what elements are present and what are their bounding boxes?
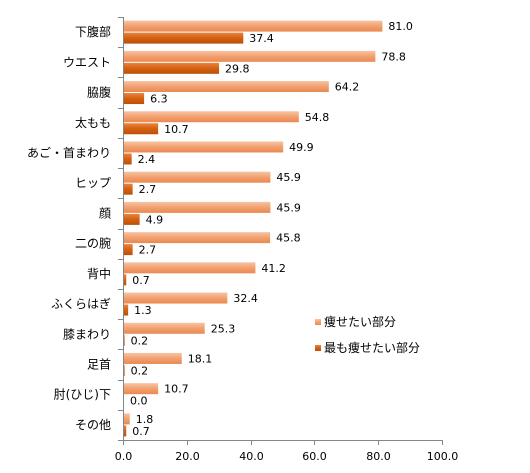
bar-want-slimmer bbox=[124, 171, 271, 183]
data-label: 78.8 bbox=[381, 50, 406, 63]
bar-most-want-slimmer bbox=[124, 334, 125, 346]
x-tick-label: 100.0 bbox=[427, 450, 459, 463]
data-label: 64.2 bbox=[335, 81, 360, 94]
bar-want-slimmer bbox=[124, 141, 284, 153]
bar-most-want-slimmer bbox=[124, 244, 133, 256]
bar-most-want-slimmer bbox=[124, 364, 125, 376]
x-tick-label: 0.0 bbox=[115, 450, 133, 463]
data-label: 37.4 bbox=[249, 32, 274, 45]
category-label: 二の腕 bbox=[75, 236, 111, 251]
bar-want-slimmer bbox=[124, 20, 383, 32]
data-label: 0.0 bbox=[130, 395, 148, 408]
data-label: 2.7 bbox=[139, 244, 157, 257]
data-label: 2.7 bbox=[139, 183, 157, 196]
data-label: 2.4 bbox=[138, 153, 156, 166]
bar-want-slimmer bbox=[124, 322, 205, 334]
category-label: 脇腹 bbox=[87, 86, 111, 100]
data-label: 4.9 bbox=[146, 213, 164, 226]
x-tick-label: 40.0 bbox=[239, 450, 264, 463]
data-label: 10.7 bbox=[164, 383, 189, 396]
category-label: ウエスト bbox=[63, 55, 111, 69]
bar-want-slimmer bbox=[124, 81, 329, 93]
data-label: 6.3 bbox=[150, 93, 168, 106]
category-label: あご・首まわり bbox=[27, 145, 111, 160]
legend-label: 最も痩せたい部分 bbox=[324, 340, 420, 355]
legend-swatch bbox=[315, 345, 321, 351]
data-label: 0.7 bbox=[132, 274, 150, 287]
bars: 81.0 37.4 78.8 29.8 64.2 6.3 54.8 10.7 49.9 2.4 45… bbox=[124, 20, 413, 438]
bar-most-want-slimmer bbox=[124, 93, 145, 105]
bar-want-slimmer bbox=[124, 383, 159, 395]
category-label: 足首 bbox=[87, 357, 111, 371]
bar-most-want-slimmer bbox=[124, 425, 127, 437]
data-label: 1.3 bbox=[134, 304, 152, 317]
x-tick-label: 20.0 bbox=[175, 450, 200, 463]
data-label: 18.1 bbox=[188, 352, 213, 365]
bar-want-slimmer bbox=[124, 232, 271, 244]
axes: 0.0 20.0 40.0 60.0 80.0 100.0 下腹部ウエスト脇腹太ももあご・首… bbox=[27, 17, 458, 463]
bar-most-want-slimmer bbox=[124, 304, 129, 316]
category-label: 肘(ひじ)下 bbox=[54, 387, 111, 402]
data-label: 0.2 bbox=[131, 334, 149, 347]
bar-want-slimmer bbox=[124, 201, 271, 213]
data-label: 45.9 bbox=[276, 171, 301, 184]
data-label: 1.8 bbox=[136, 413, 154, 426]
bar-want-slimmer bbox=[124, 111, 299, 123]
data-label: 45.8 bbox=[276, 232, 301, 245]
bar-most-want-slimmer bbox=[124, 32, 244, 44]
category-label: 膝まわり bbox=[63, 327, 111, 341]
bar-most-want-slimmer bbox=[124, 213, 140, 225]
bar-want-slimmer bbox=[124, 50, 376, 62]
data-label: 49.9 bbox=[289, 141, 314, 154]
category-label: 顔 bbox=[99, 205, 111, 220]
category-label: その他 bbox=[75, 418, 111, 432]
data-label: 0.2 bbox=[131, 364, 149, 377]
x-tick-label: 60.0 bbox=[302, 450, 327, 463]
bar-most-want-slimmer bbox=[124, 123, 159, 135]
category-label: ヒップ bbox=[75, 176, 111, 190]
data-label: 45.9 bbox=[276, 201, 301, 214]
data-label: 29.8 bbox=[225, 62, 250, 75]
legend-swatch bbox=[315, 319, 321, 325]
category-label: ふくらはぎ bbox=[51, 297, 111, 311]
bar-most-want-slimmer bbox=[124, 153, 132, 165]
category-label: 太もも bbox=[75, 115, 111, 130]
data-label: 25.3 bbox=[211, 322, 236, 335]
category-label: 下腹部 bbox=[75, 24, 111, 39]
bar-want-slimmer bbox=[124, 262, 256, 274]
data-label: 10.7 bbox=[164, 123, 189, 136]
x-tick-label: 80.0 bbox=[366, 450, 391, 463]
data-label: 54.8 bbox=[305, 111, 330, 124]
data-label: 0.7 bbox=[132, 425, 150, 438]
bar-want-slimmer bbox=[124, 352, 182, 364]
bar-want-slimmer bbox=[124, 413, 130, 425]
bar-most-want-slimmer bbox=[124, 62, 220, 74]
data-label: 32.4 bbox=[233, 292, 258, 305]
legend-label: 痩せたい部分 bbox=[324, 314, 396, 329]
bar-most-want-slimmer bbox=[124, 183, 133, 195]
data-label: 41.2 bbox=[261, 262, 286, 275]
bar-most-want-slimmer bbox=[124, 274, 127, 286]
bar-want-slimmer bbox=[124, 292, 228, 304]
data-label: 81.0 bbox=[388, 20, 413, 33]
category-label: 背中 bbox=[87, 266, 111, 281]
